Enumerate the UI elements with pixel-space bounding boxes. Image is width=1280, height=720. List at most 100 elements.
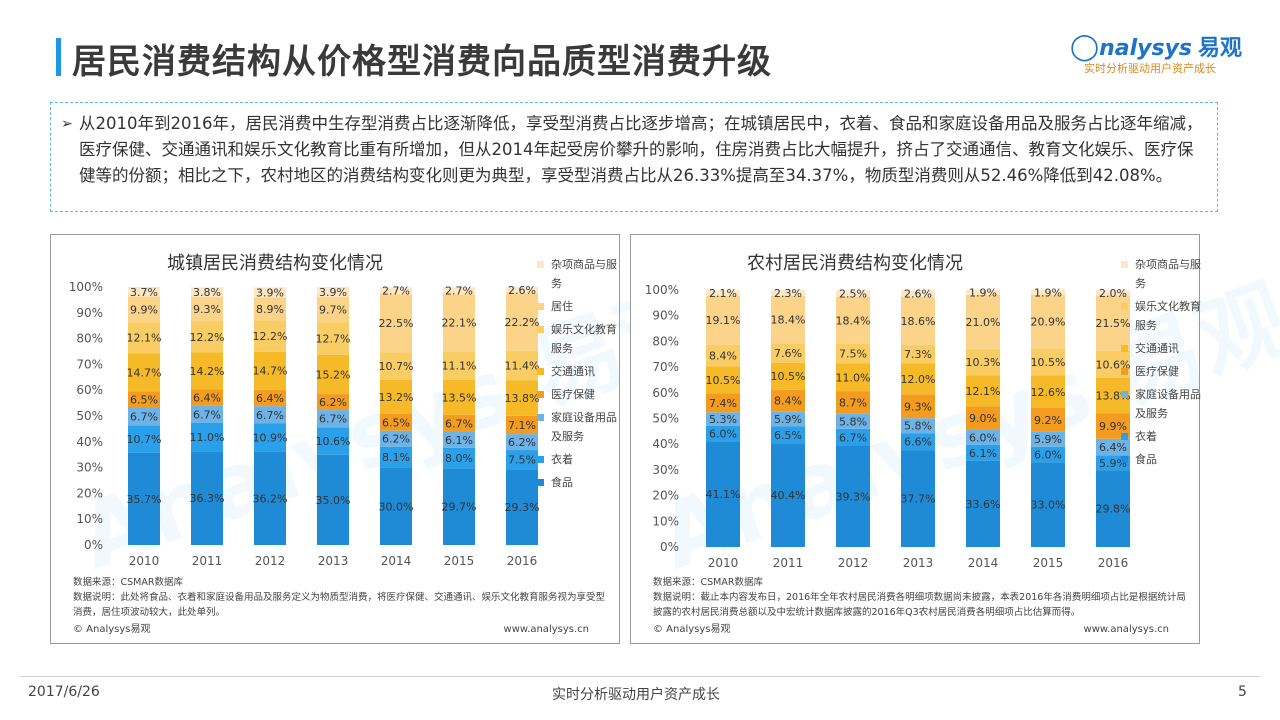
bar-segment: [380, 294, 412, 353]
bar-segment: [966, 460, 1000, 547]
data-label: 21.5%: [1096, 317, 1131, 330]
data-label: 12.6%: [1031, 386, 1066, 399]
legend-item: 杂项商品与服务: [1121, 255, 1209, 293]
rural-legend: 杂项商品与服务 娱乐文化教育服务 交通通讯 医疗保健 家庭设备用品及服务 衣着 食品: [1121, 255, 1209, 473]
logo-brand-cn: 易观: [1198, 36, 1243, 61]
urban-legend: 杂项商品与服务 居住 娱乐文化教育服务 交通通讯 医疗保健 家庭设备用品及服务 衣着 食品: [537, 255, 625, 496]
x-tick-label: 2015: [1033, 556, 1064, 570]
data-label: 22.5%: [379, 317, 414, 330]
x-tick-label: 2016: [507, 554, 538, 568]
bar-segment: [128, 408, 160, 426]
bar-segment: [443, 287, 475, 295]
bar-segment: [966, 294, 1000, 349]
legend-swatch: [1121, 433, 1128, 440]
legend-item: 家庭设备用品及服务: [537, 408, 625, 446]
bar-segment: [836, 290, 870, 297]
bar-segment: [380, 413, 412, 431]
urban-chart-title: 城镇居民消费结构变化情况: [167, 253, 383, 274]
bar-segment: [901, 344, 935, 364]
urban-notes: 数据来源：CSMAR数据库 数据说明：此处将食品、衣着和家庭设备用品及服务定义为…: [73, 575, 613, 620]
legend-swatch: [537, 261, 544, 268]
data-label: 1.9%: [969, 286, 997, 299]
footer-tagline: 实时分析驱动用户资产成长: [552, 687, 720, 703]
urban-source: 数据来源：CSMAR数据库: [73, 577, 183, 588]
legend-item: 家庭设备用品及服务: [1121, 385, 1209, 423]
bar-segment: [443, 447, 475, 469]
bar-segment: [836, 445, 870, 547]
legend-item: 交通通讯: [1121, 339, 1209, 358]
bar-segment: [506, 350, 538, 381]
legend-label: 杂项商品与服务: [1135, 258, 1201, 290]
data-label: 6.7%: [319, 413, 347, 426]
data-label: 6.7%: [256, 409, 284, 422]
x-tick-label: 2012: [255, 554, 286, 568]
y-tick-label: 90%: [652, 309, 679, 323]
bar-segment: [254, 423, 286, 452]
data-label: 1.9%: [1034, 286, 1062, 299]
data-label: 11.0%: [836, 371, 871, 384]
legend-item: 衣着: [1121, 427, 1209, 446]
footer-date: 2017/6/26: [28, 684, 100, 700]
bar-segment: [380, 430, 412, 447]
bar-segment: [254, 451, 286, 545]
data-label: 7.4%: [709, 397, 737, 410]
data-label: 6.4%: [193, 391, 221, 404]
bar-segment: [128, 391, 160, 409]
bar-segment: [506, 434, 538, 451]
legend-item: 交通通讯: [537, 362, 625, 381]
bar-segment: [191, 352, 223, 390]
bar-segment: [380, 467, 412, 545]
logo-brand: nalysys: [1099, 36, 1193, 61]
data-label: 13.2%: [379, 391, 414, 404]
legend-item: 居住: [537, 297, 625, 316]
data-label: 6.2%: [508, 436, 536, 449]
urban-note: 数据说明：此处将食品、衣着和家庭设备用品及服务定义为物质型消费，将医疗保健、交通…: [73, 592, 606, 618]
legend-swatch: [537, 303, 544, 310]
y-tick-label: 30%: [76, 461, 103, 475]
legend-item: 食品: [537, 473, 625, 492]
bar-segment: [836, 428, 870, 446]
x-tick-label: 2010: [708, 556, 739, 570]
data-label: 12.0%: [901, 373, 936, 386]
bar-segment: [191, 405, 223, 423]
legend-swatch: [1121, 368, 1128, 375]
title-accent-bar: [56, 38, 61, 76]
bar-segment: [771, 389, 805, 412]
data-label: 13.5%: [442, 391, 477, 404]
legend-item: 杂项商品与服务: [537, 255, 625, 293]
data-label: 22.2%: [505, 316, 540, 329]
data-label: 18.4%: [771, 314, 806, 327]
rural-note: 数据说明：截止本内容发布日，2016年全年农村居民消费各明细项数据尚未披露，本表…: [653, 592, 1186, 618]
data-label: 40.4%: [771, 489, 806, 502]
data-label: 8.4%: [774, 395, 802, 408]
data-label: 33.0%: [1031, 499, 1066, 512]
bar-segment: [966, 444, 1000, 461]
bar-segment: [128, 425, 160, 453]
legend-swatch: [1121, 456, 1128, 463]
bar-segment: [254, 287, 286, 298]
bar-segment: [771, 443, 805, 547]
bar-segment: [1031, 462, 1065, 547]
bar-segment: [506, 286, 538, 294]
data-label: 5.9%: [1099, 457, 1127, 470]
bar-segment: [506, 415, 538, 435]
bar-segment: [706, 412, 740, 426]
legend-swatch: [1121, 303, 1128, 310]
data-label: 12.1%: [966, 385, 1001, 398]
x-tick-label: 2011: [192, 554, 223, 568]
y-tick-label: 60%: [652, 386, 679, 400]
legend-item: 医疗保健: [1121, 362, 1209, 381]
bar-segment: [771, 411, 805, 427]
legend-item: 医疗保健: [537, 385, 625, 404]
rural-chart-panel: Analysys 易观 农村居民消费结构变化情况 0% 10% 20% 30% 40% 5…: [630, 234, 1280, 644]
data-label: 22.1%: [442, 317, 477, 330]
legend-label: 杂项商品与服务: [551, 258, 617, 290]
y-tick-label: 10%: [652, 514, 679, 528]
data-label: 6.0%: [709, 428, 737, 441]
bar-segment: [706, 366, 740, 394]
rural-stacked-bar-chart: 0% 10% 20% 30% 40% 50% 60% 70% 80% 90% 100% 41.1% 6.…: [645, 283, 1131, 570]
bar-segment: [901, 296, 935, 345]
bar-segment: [443, 468, 475, 545]
data-label: 20.9%: [1031, 316, 1066, 329]
data-label: 5.8%: [839, 415, 867, 428]
